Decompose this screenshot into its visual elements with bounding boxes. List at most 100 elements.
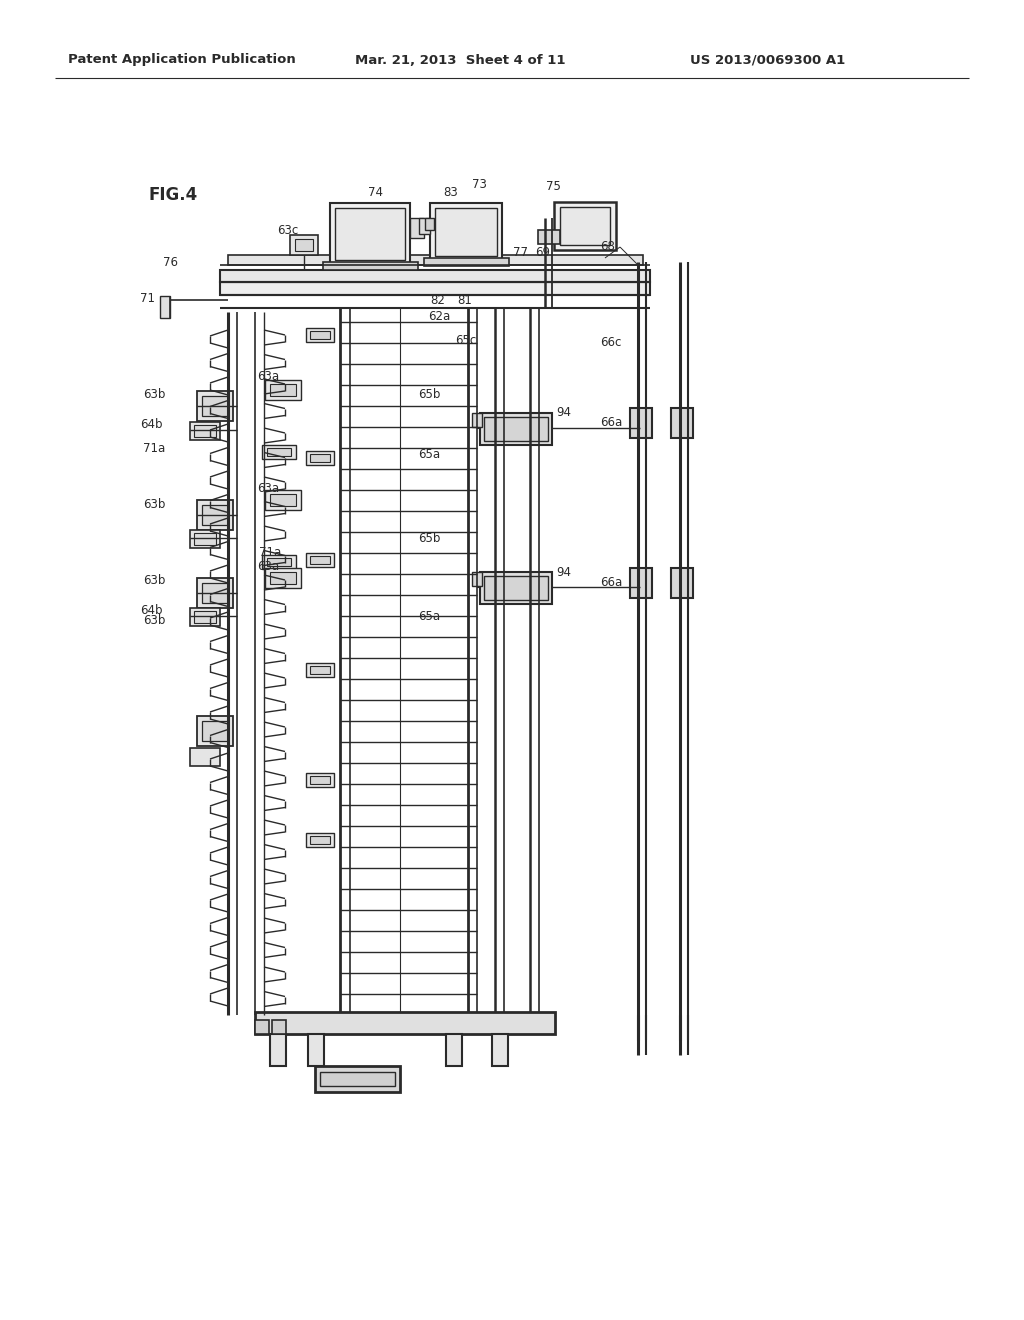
Bar: [310, 454, 330, 462]
Bar: [671, 408, 693, 438]
Bar: [265, 490, 301, 510]
Text: Mar. 21, 2013  Sheet 4 of 11: Mar. 21, 2013 Sheet 4 of 11: [355, 54, 565, 66]
Bar: [424, 257, 509, 267]
Text: 76: 76: [163, 256, 178, 269]
Bar: [319, 1072, 395, 1086]
Text: 64b: 64b: [140, 603, 163, 616]
Bar: [220, 271, 650, 282]
Text: 65a: 65a: [418, 449, 440, 462]
Bar: [194, 611, 216, 623]
Bar: [270, 572, 296, 583]
Bar: [484, 576, 548, 601]
Bar: [190, 531, 220, 548]
Bar: [265, 380, 301, 400]
Bar: [425, 218, 434, 230]
Text: 71: 71: [140, 292, 155, 305]
Bar: [202, 721, 228, 741]
Bar: [160, 296, 170, 318]
Text: 71a: 71a: [143, 441, 165, 454]
Bar: [197, 715, 233, 746]
Bar: [554, 202, 616, 249]
Bar: [310, 556, 330, 564]
Bar: [197, 578, 233, 609]
Bar: [446, 1034, 462, 1067]
Text: 74: 74: [368, 186, 383, 199]
Bar: [306, 774, 334, 787]
Text: 65c: 65c: [455, 334, 476, 346]
Text: 64b: 64b: [140, 417, 163, 430]
Bar: [255, 1020, 269, 1034]
Bar: [190, 422, 220, 440]
Bar: [262, 554, 296, 569]
Bar: [630, 408, 652, 438]
Bar: [310, 776, 330, 784]
Text: 65b: 65b: [418, 388, 440, 401]
Bar: [190, 748, 220, 766]
Text: 65a: 65a: [418, 610, 440, 623]
Bar: [202, 396, 228, 416]
Text: 81: 81: [457, 293, 472, 306]
Text: 69: 69: [535, 247, 550, 260]
Bar: [306, 451, 334, 465]
Bar: [306, 833, 334, 847]
Bar: [480, 413, 552, 445]
Text: 73: 73: [472, 177, 486, 190]
Bar: [220, 282, 650, 294]
Bar: [295, 239, 313, 251]
Bar: [630, 568, 652, 598]
Text: 63a: 63a: [257, 560, 280, 573]
Text: 63b: 63b: [143, 615, 165, 627]
Bar: [538, 230, 560, 244]
Text: 83: 83: [443, 186, 458, 198]
Text: 63b: 63b: [143, 573, 165, 586]
Bar: [194, 533, 216, 545]
Bar: [472, 413, 482, 426]
Bar: [480, 572, 552, 605]
Bar: [306, 327, 334, 342]
Text: 94: 94: [556, 565, 571, 578]
Text: 66a: 66a: [600, 416, 623, 429]
Text: 66a: 66a: [600, 576, 623, 589]
Bar: [267, 558, 291, 566]
Bar: [202, 506, 228, 525]
Bar: [492, 1034, 508, 1067]
Bar: [315, 1067, 400, 1092]
Text: 63b: 63b: [143, 499, 165, 511]
Bar: [435, 209, 497, 256]
Text: 65b: 65b: [418, 532, 440, 544]
Bar: [330, 203, 410, 265]
Text: 63a: 63a: [257, 371, 280, 384]
Bar: [267, 447, 291, 455]
Bar: [419, 218, 430, 234]
Bar: [671, 568, 693, 598]
Text: 68: 68: [600, 239, 614, 252]
Text: 66c: 66c: [600, 335, 622, 348]
Bar: [197, 500, 233, 531]
Text: 63b: 63b: [143, 388, 165, 400]
Bar: [472, 572, 482, 586]
Text: FIG.4: FIG.4: [148, 186, 198, 205]
Bar: [484, 417, 548, 441]
Text: US 2013/0069300 A1: US 2013/0069300 A1: [690, 54, 845, 66]
Bar: [323, 261, 418, 271]
Bar: [265, 568, 301, 587]
Bar: [255, 1012, 555, 1034]
Text: 77: 77: [513, 247, 528, 260]
Bar: [335, 209, 406, 260]
Bar: [190, 609, 220, 626]
Text: 82: 82: [430, 293, 444, 306]
Bar: [310, 836, 330, 843]
Bar: [308, 1034, 324, 1067]
Bar: [430, 203, 502, 261]
Bar: [194, 425, 216, 437]
Bar: [272, 1020, 286, 1034]
Text: 62a: 62a: [428, 309, 451, 322]
Bar: [270, 494, 296, 506]
Bar: [410, 218, 424, 238]
Bar: [290, 235, 318, 255]
Bar: [310, 331, 330, 339]
Bar: [270, 1034, 286, 1067]
Bar: [306, 553, 334, 568]
Bar: [306, 663, 334, 677]
Text: 75: 75: [546, 180, 561, 193]
